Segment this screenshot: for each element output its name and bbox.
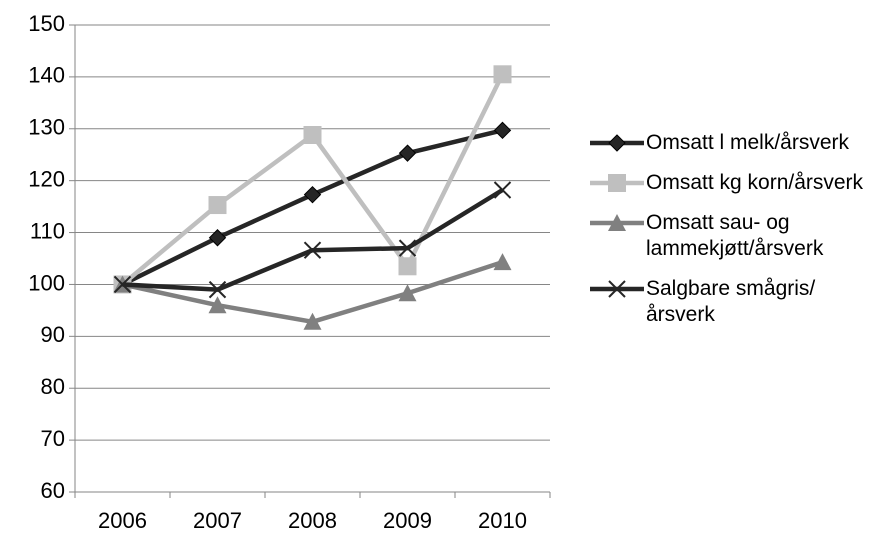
x-tick-label: 2008 bbox=[288, 508, 337, 533]
legend-swatch bbox=[590, 214, 644, 231]
marker bbox=[303, 241, 322, 259]
marker bbox=[493, 121, 512, 140]
marker bbox=[303, 126, 322, 145]
x-tick-label: 2010 bbox=[478, 508, 527, 533]
marker bbox=[398, 239, 417, 257]
y-tick-label: 110 bbox=[30, 218, 65, 243]
legend-label: Salgbare smågris/årsverk bbox=[646, 277, 816, 326]
legend: Omsatt l melk/årsverk Omsatt kg korn/årsv… bbox=[588, 130, 876, 342]
series-line bbox=[121, 73, 505, 287]
y-tick-label: 80 bbox=[41, 374, 65, 399]
legend-label: Omsatt kg korn/årsverk bbox=[646, 171, 864, 194]
y-tick-label: 150 bbox=[28, 11, 65, 36]
marker bbox=[608, 280, 626, 298]
marker bbox=[208, 296, 227, 314]
marker bbox=[398, 284, 417, 302]
marker bbox=[398, 144, 417, 162]
y-tick-label: 60 bbox=[41, 478, 65, 503]
x-tick-label: 2009 bbox=[383, 508, 432, 533]
marker bbox=[113, 275, 132, 294]
series-line bbox=[121, 128, 504, 287]
y-tick-label: 120 bbox=[28, 166, 65, 191]
x-tick-label: 2007 bbox=[193, 508, 242, 533]
y-tick-label: 70 bbox=[41, 426, 65, 451]
marker bbox=[208, 196, 227, 215]
marker bbox=[608, 214, 626, 231]
legend-swatch bbox=[590, 174, 644, 192]
marker bbox=[398, 257, 417, 276]
legend-label: Omsatt sau- og lammekjøtt/årsverk bbox=[646, 211, 824, 260]
y-tick-label: 140 bbox=[28, 63, 65, 88]
marker bbox=[493, 65, 512, 84]
legend-swatch bbox=[590, 134, 644, 152]
marker bbox=[493, 253, 512, 271]
y-tick-label: 130 bbox=[28, 115, 65, 140]
marker bbox=[303, 185, 322, 204]
marker bbox=[608, 174, 626, 192]
legend-entry: Omsatt l melk/årsverk bbox=[588, 130, 876, 156]
legend-entry: Omsatt sau- og lammekjøtt/årsverk bbox=[588, 210, 876, 262]
y-tick-label: 100 bbox=[28, 270, 65, 295]
marker bbox=[208, 280, 227, 299]
y-tick-label: 90 bbox=[41, 322, 65, 347]
marker bbox=[303, 312, 322, 330]
marker bbox=[208, 229, 227, 247]
series-line bbox=[122, 188, 504, 292]
legend-label: Omsatt l melk/årsverk bbox=[646, 131, 850, 154]
legend-swatch bbox=[590, 280, 644, 298]
marker bbox=[493, 181, 512, 199]
marker bbox=[608, 134, 626, 152]
x-tick-label: 2006 bbox=[98, 508, 147, 533]
legend-entry: Omsatt kg korn/årsverk bbox=[588, 170, 876, 196]
legend-entry: Salgbare smågris/årsverk bbox=[588, 276, 876, 328]
